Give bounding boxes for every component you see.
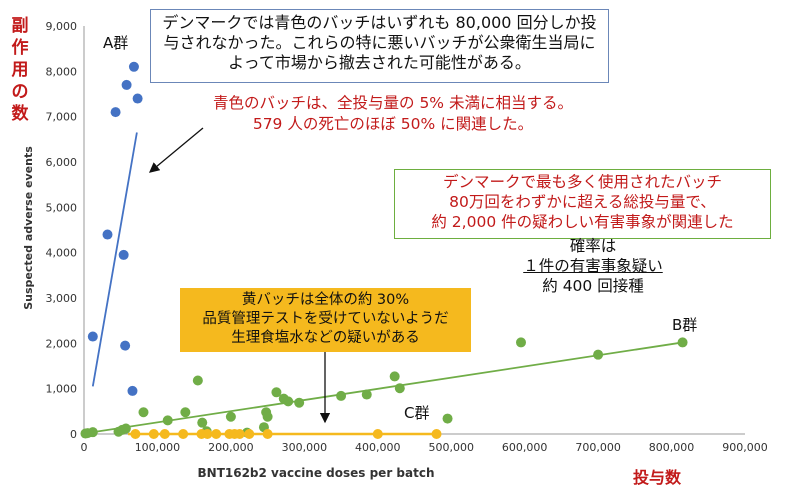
prob-line-1: 確率は [569,237,617,255]
data-point-group-b [389,371,400,382]
x-tick-label: 100,000 [135,441,181,454]
data-point-group-b [394,383,405,394]
y-tick-label: 6,000 [46,156,78,169]
x-tick-label: 0 [81,441,88,454]
data-point-group-b [442,413,453,424]
data-point-group-c [159,429,170,439]
data-point-group-a [120,340,131,351]
y-tick-label: 3,000 [46,292,78,305]
blue-batch-note: 青色のバッチは、全投与量の 5% 未満に相当する。 579 人の死亡のほぼ 50… [163,93,623,135]
x-axis-title: BNT162b2 vaccine doses per batch [198,466,435,480]
data-point-group-b [87,427,98,438]
green-line-3: 約 2,000 件の疑わしい有害事象が関連した [431,213,734,232]
green-batch-annotation: デンマークで最も多く使用されたバッチ 80万回をわずかに超える総投与量で、 約 … [394,169,771,239]
prob-line-2: １件の有害事象疑い [523,257,663,276]
y-tick-label: 1,000 [46,383,78,396]
group-c-label: C群 [404,404,429,422]
data-point-group-c [130,429,141,439]
data-point-group-c [372,429,383,439]
data-point-group-c [211,429,222,439]
yellow-batch-annotation: 黄バッチは全体の約 30% 品質管理テストを受けていないようだ 生理食塩水などの… [180,288,471,352]
group-b-label: B群 [672,316,697,334]
x-tick-label: 900,000 [722,441,768,454]
blue-note-line-2: 579 人の死亡のほぼ 50% に関連した。 [252,114,534,133]
data-point-group-c [148,429,159,439]
data-point-group-b [283,396,294,407]
data-point-group-c [262,429,273,439]
green-line-1: デンマークで最も多く使用されたバッチ [442,173,722,191]
yellow-line-2: 品質管理テストを受けていないようだ [202,310,449,327]
data-point-group-c [178,429,189,439]
data-point-group-b [120,423,131,434]
x-tick-label: 800,000 [649,441,695,454]
y-axis-jp-label: 副作用の数 [11,16,29,125]
data-point-group-b [138,407,149,418]
probability-note: 確率は １件の有害事象疑い 約 400 回接種 [498,236,688,296]
prob-line-3: 約 400 回接種 [542,277,644,296]
data-point-group-b [197,417,208,428]
data-point-group-c [431,429,442,439]
data-point-group-b [271,387,282,398]
data-point-group-b [361,389,372,400]
blue-note-line-1: 青色のバッチは、全投与量の 5% 未満に相当する。 [213,94,573,112]
data-point-group-a [110,107,121,118]
x-axis-jp-label: 投与数 [633,468,682,487]
data-point-group-b [677,337,688,348]
data-point-group-a [121,79,132,90]
data-point-group-b [294,397,305,408]
green-line-2: 80万回をわずかに超える総投与量で、 [449,193,716,212]
y-tick-label: 4,000 [46,247,78,260]
x-tick-label: 300,000 [282,441,328,454]
data-point-group-b [180,407,191,418]
data-point-group-b [192,375,203,386]
data-point-group-b [262,411,273,422]
data-points [80,61,688,439]
blue-batch-annotation: デンマークでは青色のバッチはいずれも 80,000 回分しか投与されなかった。こ… [150,9,609,83]
data-point-group-b [162,415,173,426]
y-tick-label: 7,000 [46,111,78,124]
data-point-group-b [515,337,526,348]
data-point-group-b [336,390,347,401]
data-point-group-b [225,411,236,422]
x-tick-label: 600,000 [502,441,548,454]
x-tick-label: 400,000 [355,441,401,454]
y-tick-label: 9,000 [46,20,78,33]
data-point-group-c [202,429,213,439]
y-tick-label: 8,000 [46,65,78,78]
data-point-group-b [593,349,604,360]
y-tick-label: 0 [70,428,77,441]
data-point-group-a [102,229,113,240]
trend-line-group-b [83,341,683,435]
tick-labels: 0 100,000 200,000 300,000 400,000 500,000 600,… [46,20,768,454]
x-tick-label: 700,000 [575,441,621,454]
data-point-group-a [132,93,143,104]
data-point-group-a [87,331,98,342]
trend-line-group-a [91,132,138,387]
yellow-line-1: 黄バッチは全体の約 30% [241,292,410,308]
data-point-group-a [127,385,138,396]
data-point-group-a [128,61,139,72]
data-point-group-a [118,249,129,260]
x-tick-label: 200,000 [208,441,254,454]
annotation-arrows [148,127,331,424]
y-axis-title: Suspected adverse events [22,146,35,310]
group-a-label: A群 [103,34,128,52]
data-point-group-c [234,429,245,439]
x-tick-label: 500,000 [428,441,474,454]
y-tick-label: 2,000 [46,337,78,350]
yellow-line-3: 生理食塩水などの疑いがある [231,329,420,346]
y-tick-label: 5,000 [46,201,78,214]
data-point-group-c [244,429,255,439]
arrow-blue [148,127,204,173]
